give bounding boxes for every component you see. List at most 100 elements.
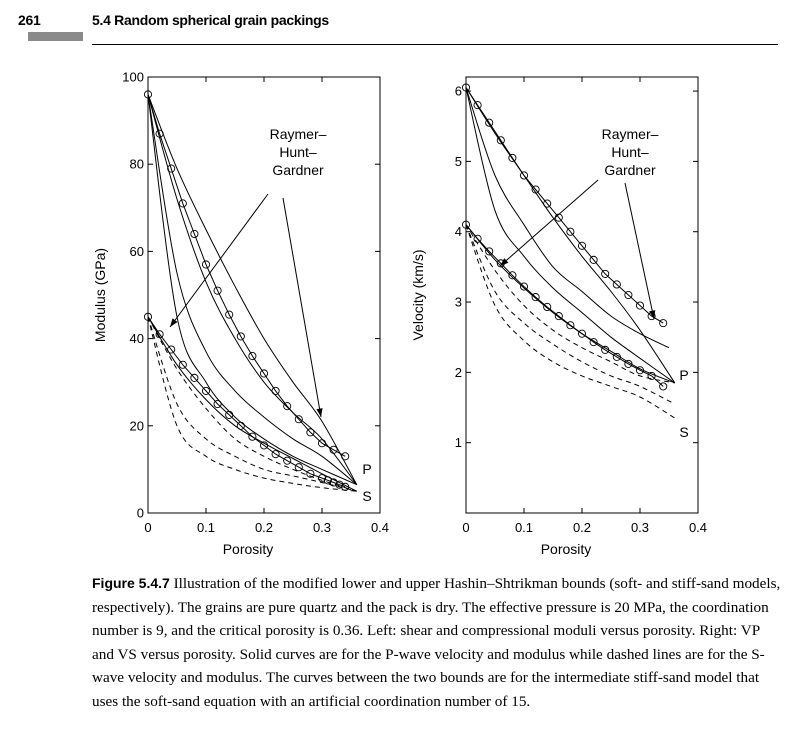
left-rhg-marker: [155, 330, 164, 339]
right-dashed-s-curve: [465, 224, 676, 419]
left-y-tick-label: 0: [137, 506, 144, 521]
left-rhg-marker: [213, 286, 222, 295]
right-rhg-marker: [496, 136, 505, 145]
right-rhg-marker: [577, 329, 587, 338]
left-dashed-s-curve: [147, 316, 357, 492]
left-y-tick-label: 60: [130, 244, 144, 259]
right-rhg-marker: [508, 153, 517, 162]
right-arrow-head: [500, 258, 509, 266]
right-rhg-marker: [543, 302, 552, 312]
left-rhg-marker: [271, 450, 280, 459]
right-rhg-curve: [465, 87, 664, 324]
left-dashed-s-curve: [147, 316, 357, 492]
right-solid-curve: [465, 87, 676, 384]
left-rhg-marker: [167, 164, 176, 173]
left-x-axis-label: Porosity: [223, 541, 274, 557]
header-rule: [92, 44, 778, 45]
left-rhg-marker: [201, 386, 211, 395]
right-x-tick-label: 0: [462, 520, 469, 535]
right-rhg-marker: [624, 290, 633, 300]
right-rhg-marker: [519, 171, 529, 180]
left-arrow-line: [169, 193, 269, 328]
right-dashed-s-curve: [465, 224, 676, 405]
left-rhg-curve: [147, 94, 346, 457]
header-bar: [28, 32, 83, 41]
left-rhg-marker: [294, 463, 303, 472]
left-rhg-marker: [306, 428, 315, 437]
left-y-tick-label: 80: [130, 157, 144, 172]
page-number: 261: [18, 12, 41, 28]
right-y-axis-label: Velocity (km/s): [410, 249, 426, 340]
left-rhg-marker: [236, 421, 245, 430]
right-y-tick-label: 6: [455, 84, 462, 99]
right-rhg-marker: [624, 359, 633, 368]
right-x-tick-label: 0.2: [573, 520, 591, 535]
left-rhg-marker: [190, 229, 199, 239]
right-annotation: S: [679, 424, 688, 440]
left-rhg-marker: [259, 441, 269, 450]
left-rhg-marker: [294, 415, 303, 424]
right-rhg-marker: [461, 220, 471, 229]
left-rhg-marker: [236, 332, 245, 341]
right-annotation: P: [679, 367, 688, 383]
right-x-tick-label: 0.4: [689, 520, 707, 535]
right-rhg-marker: [647, 371, 656, 380]
right-x-axis-label: Porosity: [541, 541, 592, 557]
left-rhg-marker: [283, 402, 292, 411]
left-x-tick-label: 0.3: [313, 520, 331, 535]
right-arrow-head: [649, 310, 656, 319]
right-y-tick-label: 4: [455, 224, 462, 239]
right-rhg-marker: [473, 234, 482, 243]
left-solid-curve: [147, 94, 358, 485]
figure-label: Figure 5.4.7: [92, 575, 170, 591]
left-annotation: S: [362, 488, 371, 504]
left-rhg-marker: [248, 432, 257, 441]
right-rhg-marker: [531, 293, 540, 302]
left-annotation: Hunt–: [279, 144, 317, 160]
left-rhg-marker: [213, 399, 222, 409]
right-arrow-line: [499, 179, 599, 267]
right-rhg-marker: [485, 118, 494, 127]
caption-text: Illustration of the modified lower and u…: [92, 575, 781, 710]
left-rhg-marker: [143, 312, 153, 321]
left-arrow-line: [282, 197, 322, 418]
left-solid-curve: [147, 94, 358, 486]
left-dashed-s-curve: [147, 316, 357, 492]
right-annotation: Hunt–: [611, 144, 649, 160]
left-rhg-marker: [190, 373, 199, 382]
right-y-tick-label: 1: [455, 435, 462, 450]
left-y-tick-label: 100: [122, 70, 144, 85]
right-rhg-marker: [531, 185, 540, 194]
right-arrow-line: [624, 182, 655, 320]
left-rhg-marker: [283, 456, 292, 465]
left-solid-curve: [147, 94, 358, 486]
left-rhg-marker: [329, 478, 338, 487]
left-annotation: P: [362, 461, 371, 477]
right-x-tick-label: 0.1: [515, 520, 533, 535]
right-rhg-curve: [465, 224, 664, 387]
left-rhg-marker: [306, 469, 315, 478]
right-rhg-marker: [566, 227, 575, 236]
left-solid-curve: [147, 316, 358, 492]
left-rhg-marker: [329, 445, 338, 454]
right-rhg-marker: [659, 319, 668, 328]
right-x-tick-label: 0.3: [631, 520, 649, 535]
left-arrow-head: [170, 318, 178, 327]
left-rhg-marker: [248, 351, 257, 361]
figure-5-4-7: 0 0.1 0.2 0.3 0.4020406080100PorosityModulus…: [92, 70, 707, 558]
right-annotation: Gardner: [604, 162, 656, 178]
left-rhg-curve: [147, 316, 346, 488]
right-y-tick-label: 5: [455, 154, 462, 169]
left-rhg-marker: [225, 310, 234, 319]
right-rhg-marker: [577, 241, 587, 250]
left-rhg-marker: [341, 482, 350, 491]
left-y-axis-label: Modulus (GPa): [92, 248, 108, 342]
right-rhg-marker: [635, 366, 645, 375]
right-dashed-s-curve: [465, 224, 675, 384]
left-arrow-head: [316, 408, 323, 417]
right-rhg-marker: [601, 269, 610, 278]
right-annotation: Raymer–: [602, 126, 659, 142]
right-solid-curve: [465, 87, 676, 384]
left-rhg-marker: [259, 369, 269, 378]
right-rhg-marker: [612, 352, 621, 361]
